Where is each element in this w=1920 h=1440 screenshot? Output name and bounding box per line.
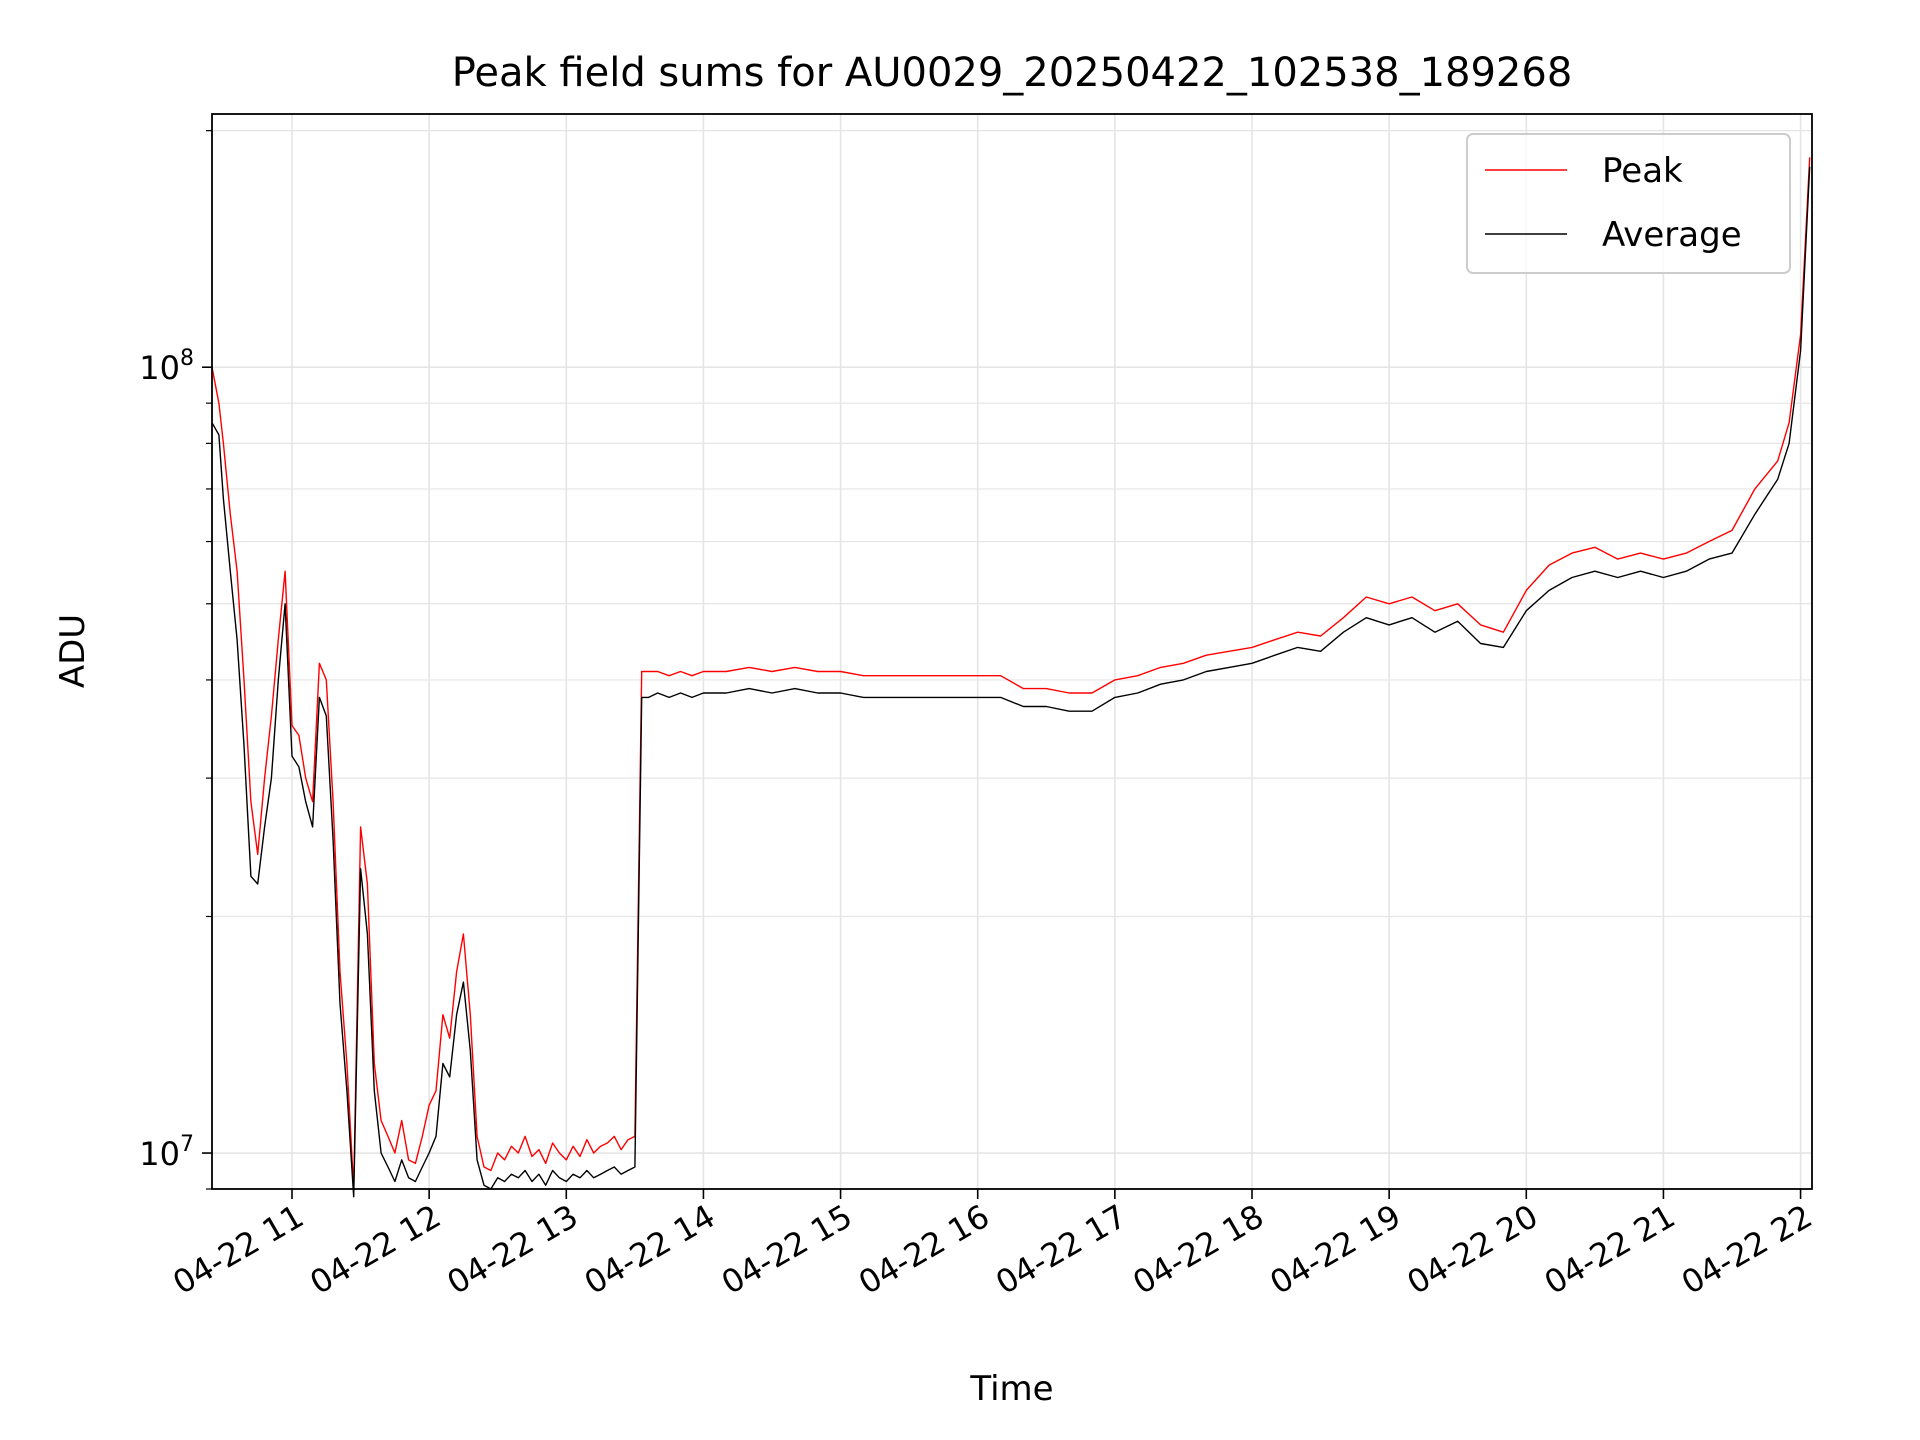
series-layer [211, 157, 1811, 1198]
series-line-average [211, 166, 1811, 1198]
y-tick-label: 108 [139, 346, 194, 387]
legend: Peak Average [1466, 133, 1791, 274]
legend-label-peak: Peak [1602, 151, 1683, 191]
x-axis-label: Time [969, 1369, 1053, 1409]
grid-lines [212, 114, 1812, 1190]
chart-title: Peak field sums for AU0029_20250422_1025… [452, 50, 1573, 96]
legend-frame [1466, 133, 1791, 274]
y-tick-label-exponent: 8 [180, 346, 194, 371]
series-line-peak [211, 157, 1811, 1190]
y-tick-label-exponent: 7 [180, 1132, 194, 1157]
y-tick-label-base: 10 [139, 1135, 180, 1173]
y-tick-label: 107 [139, 1132, 194, 1173]
legend-label-average: Average [1602, 215, 1742, 255]
y-tick-label-base: 10 [139, 349, 180, 387]
plot-area-frame [211, 113, 1813, 1190]
y-axis-label: ADU [53, 614, 93, 688]
